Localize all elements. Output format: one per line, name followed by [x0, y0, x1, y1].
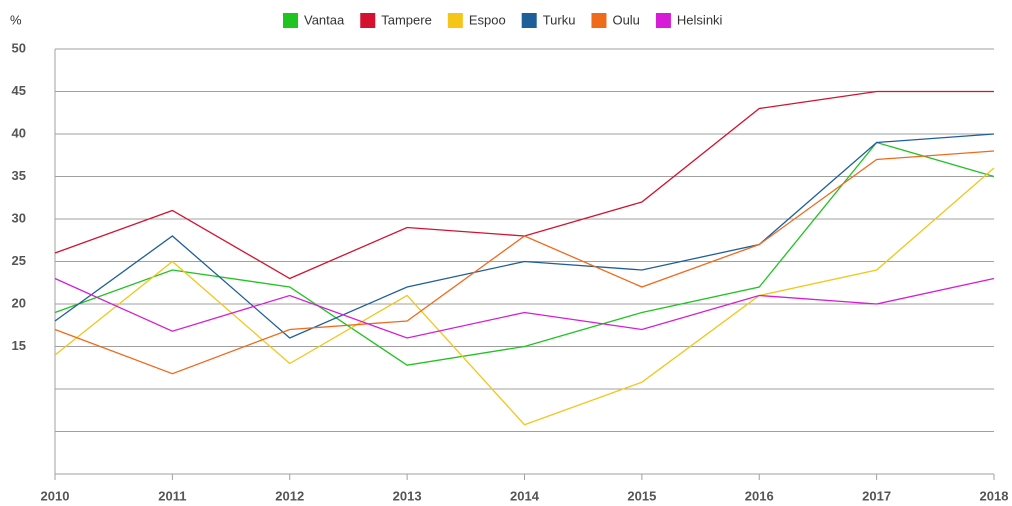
series-line	[54, 141, 995, 366]
series-line	[54, 167, 995, 426]
legend-swatch	[283, 13, 298, 28]
legend-swatch	[521, 13, 537, 28]
legend-label: Oulu	[612, 12, 639, 27]
legend-swatch	[591, 13, 607, 28]
legend-label: Vantaa	[304, 12, 345, 27]
series-line	[54, 150, 995, 375]
y-tick-label: 40	[12, 125, 26, 140]
y-tick-label: 30	[12, 210, 26, 225]
y-tick-label: 45	[12, 83, 26, 98]
legend-label: Tampere	[381, 12, 432, 27]
legend-swatch	[655, 13, 671, 28]
x-tick-label: 2018	[980, 488, 1009, 503]
x-tick-label: 2015	[627, 488, 656, 503]
x-tick-label: 2011	[158, 488, 186, 503]
legend-label: Helsinki	[677, 12, 723, 27]
x-tick-label: 2013	[393, 488, 422, 503]
x-tick-label: 2016	[745, 488, 774, 503]
y-tick-label: 25	[12, 253, 26, 268]
legend-label: Turku	[543, 12, 576, 27]
x-tick-label: 2012	[275, 488, 304, 503]
y-tick-label: 20	[12, 295, 26, 310]
y-tick-label: 50	[12, 40, 26, 55]
series-line	[54, 133, 995, 339]
legend-swatch	[360, 13, 376, 28]
series-line	[54, 90, 994, 280]
series-line	[54, 277, 995, 339]
y-tick-label: 15	[12, 338, 26, 353]
x-tick-label: 2014	[510, 488, 540, 503]
legend-label: Espoo	[469, 12, 506, 27]
y-tick-label: 35	[12, 168, 26, 183]
x-tick-label: 2010	[41, 488, 70, 503]
legend-swatch	[447, 13, 463, 28]
x-tick-label: 2017	[862, 488, 891, 503]
y-unit: %	[10, 12, 22, 27]
